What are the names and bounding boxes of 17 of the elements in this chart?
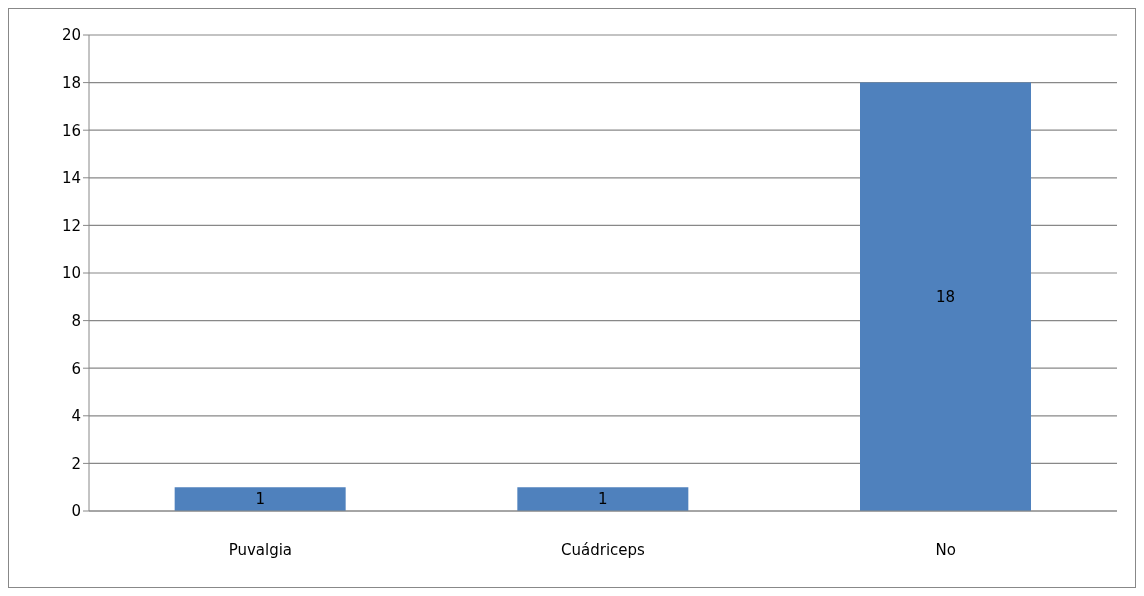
y-tick-label: 20: [61, 26, 81, 45]
y-tick-label: 12: [61, 216, 81, 235]
y-tick-label: 16: [61, 121, 81, 140]
data-label: 1: [255, 490, 265, 509]
data-label: 18: [935, 288, 956, 307]
y-tick-label: 8: [71, 311, 81, 330]
y-tick-label: 18: [61, 73, 81, 92]
y-tick-label: 0: [71, 502, 81, 521]
y-tick-label: 4: [71, 407, 81, 426]
y-tick-label: 14: [61, 169, 81, 188]
y-tick-label: 2: [71, 454, 81, 473]
x-tick-label: Cuádriceps: [561, 540, 646, 559]
x-tick-label: Puvalgia: [228, 540, 293, 559]
y-tick-label: 6: [71, 359, 81, 378]
data-label: 1: [598, 490, 608, 509]
x-tick-label: No: [935, 540, 956, 559]
y-tick-label: 10: [61, 264, 81, 283]
